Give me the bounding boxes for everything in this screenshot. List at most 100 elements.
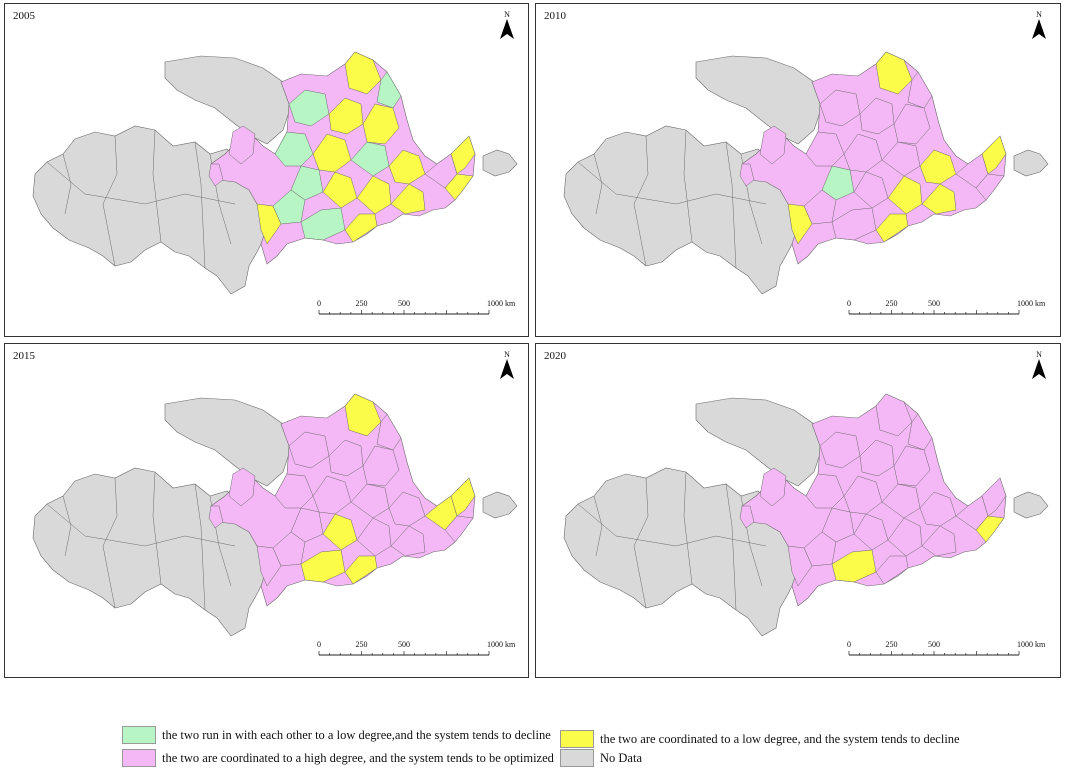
scale-label: 1000 km xyxy=(487,299,516,308)
no-data-region xyxy=(1013,149,1049,177)
sub-region xyxy=(350,141,390,177)
no-data-region xyxy=(32,125,268,295)
scale-bar: 0 250 500 1000 km xyxy=(847,299,1046,315)
sub-region xyxy=(887,175,923,215)
scale-label: 0 xyxy=(847,640,851,649)
sub-region xyxy=(344,213,378,243)
no-data-region xyxy=(482,491,518,519)
sub-region xyxy=(881,483,921,519)
scale-label: 250 xyxy=(356,299,368,308)
legend-swatch-yellow xyxy=(560,730,594,748)
no-data-region xyxy=(164,55,292,145)
legend-swatch-green xyxy=(122,726,156,744)
scale-label: 500 xyxy=(928,299,940,308)
scale-bar: 0 250 500 1000 km xyxy=(317,640,516,656)
north-arrow: N xyxy=(496,350,518,381)
scale-label: 0 xyxy=(317,640,321,649)
sub-region xyxy=(290,165,324,201)
panel-year: 2015 xyxy=(13,350,35,362)
sub-region xyxy=(921,183,957,215)
sub-region xyxy=(290,507,324,543)
no-data-region xyxy=(164,397,292,487)
sub-region xyxy=(356,175,392,215)
sub-region xyxy=(921,525,957,557)
sub-region xyxy=(853,171,889,209)
map-panel-2020: 0 250 500 1000 km 2020 N xyxy=(535,343,1061,678)
scale-label: 500 xyxy=(398,640,410,649)
no-data-region xyxy=(32,467,268,637)
sub-region xyxy=(881,141,921,177)
sub-region xyxy=(322,171,358,209)
map-panel-2010: 0 250 500 1000 km 2010 N xyxy=(535,3,1061,337)
scale-label: 0 xyxy=(847,299,851,308)
scale-label: 1000 km xyxy=(487,640,516,649)
sub-region xyxy=(256,203,282,245)
scale-label: 1000 km xyxy=(1017,299,1046,308)
sub-region xyxy=(739,163,755,187)
sub-region xyxy=(208,505,224,529)
scale-label: 250 xyxy=(356,640,368,649)
sub-region xyxy=(376,413,402,451)
north-arrow: N xyxy=(496,10,518,41)
sub-region xyxy=(787,545,813,587)
sub-region xyxy=(893,445,931,487)
sub-region xyxy=(376,71,402,109)
sub-region xyxy=(344,555,378,585)
sub-region xyxy=(444,173,474,201)
sub-region xyxy=(759,467,787,507)
scale-label: 1000 km xyxy=(1017,640,1046,649)
sub-region xyxy=(362,103,400,145)
sub-region xyxy=(893,103,931,145)
legend-label-yellow: the two are coordinated to a low degree,… xyxy=(600,731,960,746)
sub-region xyxy=(803,531,837,567)
sub-region xyxy=(907,71,933,109)
sub-region xyxy=(975,515,1005,543)
sub-region xyxy=(739,505,755,529)
north-arrow: N xyxy=(1028,350,1050,381)
sub-region xyxy=(853,513,889,551)
legend-item-green: the two run in with each other to a low … xyxy=(122,726,551,744)
sub-region xyxy=(759,125,787,165)
sub-region xyxy=(256,545,282,587)
sub-region xyxy=(444,515,474,543)
sub-region xyxy=(975,173,1005,201)
legend-label-pink: the two are coordinated to a high degree… xyxy=(162,750,554,765)
sub-region xyxy=(787,203,813,245)
no-data-region xyxy=(482,149,518,177)
sub-region xyxy=(228,467,256,507)
map-panel-2015: 0 250 500 1000 km 2015 N xyxy=(4,343,529,678)
sub-region xyxy=(356,517,392,557)
no-data-region xyxy=(695,397,823,487)
sub-region xyxy=(350,483,390,519)
sub-region xyxy=(272,531,306,567)
legend-item-gray: No Data xyxy=(560,749,642,767)
legend-item-pink: the two are coordinated to a high degree… xyxy=(122,749,554,767)
legend-label-gray: No Data xyxy=(600,750,642,765)
legend-item-yellow: the two are coordinated to a low degree,… xyxy=(560,730,960,748)
sub-region xyxy=(208,163,224,187)
sub-region xyxy=(875,213,909,243)
sub-region xyxy=(803,189,837,225)
map-svg: 0 250 500 1000 km xyxy=(563,393,1049,656)
map-panel-2005: 0 250 500 1000 km 2005 N xyxy=(4,3,529,337)
no-data-region xyxy=(563,467,799,637)
no-data-region xyxy=(1013,491,1049,519)
scale-label: 500 xyxy=(928,640,940,649)
sub-region xyxy=(362,445,400,487)
sub-region xyxy=(821,507,855,543)
panel-year: 2005 xyxy=(13,10,35,22)
sub-region xyxy=(390,183,426,215)
sub-region xyxy=(390,525,426,557)
north-label: N xyxy=(1036,350,1042,359)
legend-swatch-pink xyxy=(122,749,156,767)
sub-region xyxy=(272,189,306,225)
north-label: N xyxy=(504,10,510,19)
panel-year: 2010 xyxy=(544,10,566,22)
panel-year: 2020 xyxy=(544,350,566,362)
north-label: N xyxy=(1036,10,1042,19)
sub-region xyxy=(821,165,855,201)
sub-region xyxy=(907,413,933,451)
legend-swatch-gray xyxy=(560,749,594,767)
sub-region xyxy=(875,555,909,585)
scale-label: 250 xyxy=(886,640,898,649)
